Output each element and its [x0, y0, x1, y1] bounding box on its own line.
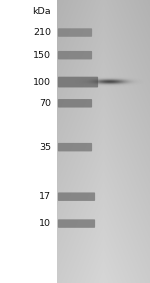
Text: kDa: kDa	[32, 7, 51, 16]
Text: 35: 35	[39, 143, 51, 152]
Text: 70: 70	[39, 99, 51, 108]
Text: 17: 17	[39, 192, 51, 201]
Text: 100: 100	[33, 78, 51, 87]
Text: 210: 210	[33, 28, 51, 37]
FancyBboxPatch shape	[58, 192, 95, 201]
FancyBboxPatch shape	[58, 28, 92, 37]
Text: 150: 150	[33, 51, 51, 60]
FancyBboxPatch shape	[58, 219, 95, 228]
FancyBboxPatch shape	[58, 51, 92, 59]
Text: 10: 10	[39, 219, 51, 228]
FancyBboxPatch shape	[58, 143, 92, 151]
FancyBboxPatch shape	[58, 99, 92, 108]
FancyBboxPatch shape	[58, 77, 98, 87]
